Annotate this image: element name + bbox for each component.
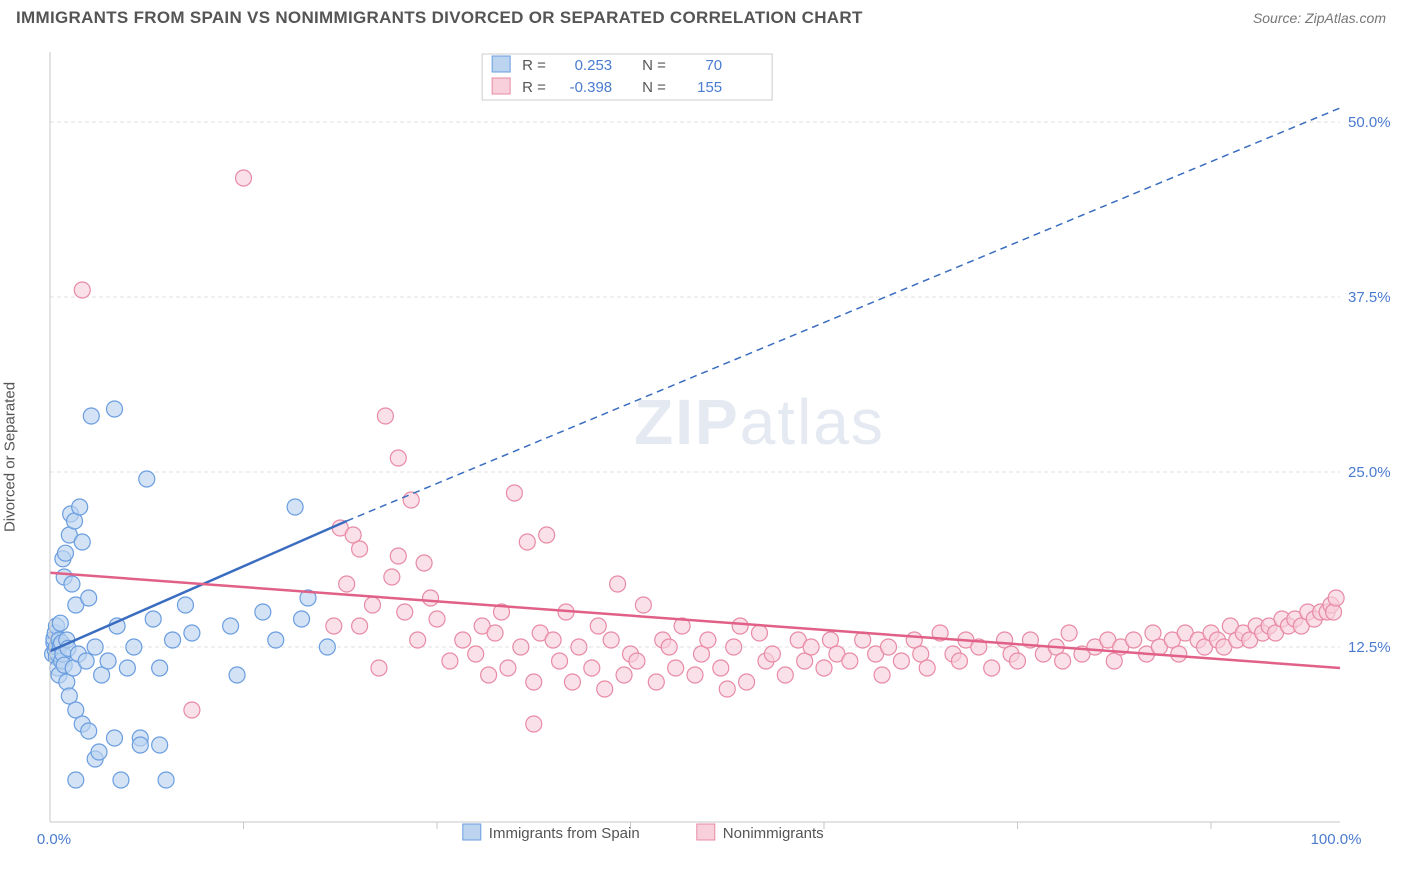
svg-text:N =: N = <box>642 79 666 96</box>
svg-text:155: 155 <box>697 79 722 96</box>
svg-text:50.0%: 50.0% <box>1348 114 1391 131</box>
y-axis-label: Divorced or Separated <box>2 382 19 532</box>
svg-text:0.0%: 0.0% <box>37 831 71 848</box>
scatter-chart: 12.5% 25.0% 37.5% 50.0% ZIPatlas 0.0% 100.0% R … <box>0 32 1406 882</box>
svg-text:12.5%: 12.5% <box>1348 639 1391 656</box>
svg-text:ZIPatlas: ZIPatlas <box>634 386 885 458</box>
svg-text:-0.398: -0.398 <box>570 79 613 96</box>
chart-source: Source: ZipAtlas.com <box>1253 10 1386 26</box>
svg-text:Nonimmigrants: Nonimmigrants <box>723 825 824 842</box>
svg-text:70: 70 <box>705 57 722 74</box>
svg-text:R =: R = <box>522 57 546 74</box>
chart-container: Divorced or Separated 12.5% 25.0% 37.5% 50.… <box>0 32 1406 882</box>
svg-text:R =: R = <box>522 79 546 96</box>
chart-header: IMMIGRANTS FROM SPAIN VS NONIMMIGRANTS D… <box>0 0 1406 32</box>
svg-text:37.5%: 37.5% <box>1348 289 1391 306</box>
svg-text:0.253: 0.253 <box>575 57 613 74</box>
svg-text:25.0%: 25.0% <box>1348 464 1391 481</box>
svg-text:Immigrants from Spain: Immigrants from Spain <box>489 825 640 842</box>
svg-text:100.0%: 100.0% <box>1311 831 1362 848</box>
svg-text:N =: N = <box>642 57 666 74</box>
chart-title: IMMIGRANTS FROM SPAIN VS NONIMMIGRANTS D… <box>16 8 863 28</box>
